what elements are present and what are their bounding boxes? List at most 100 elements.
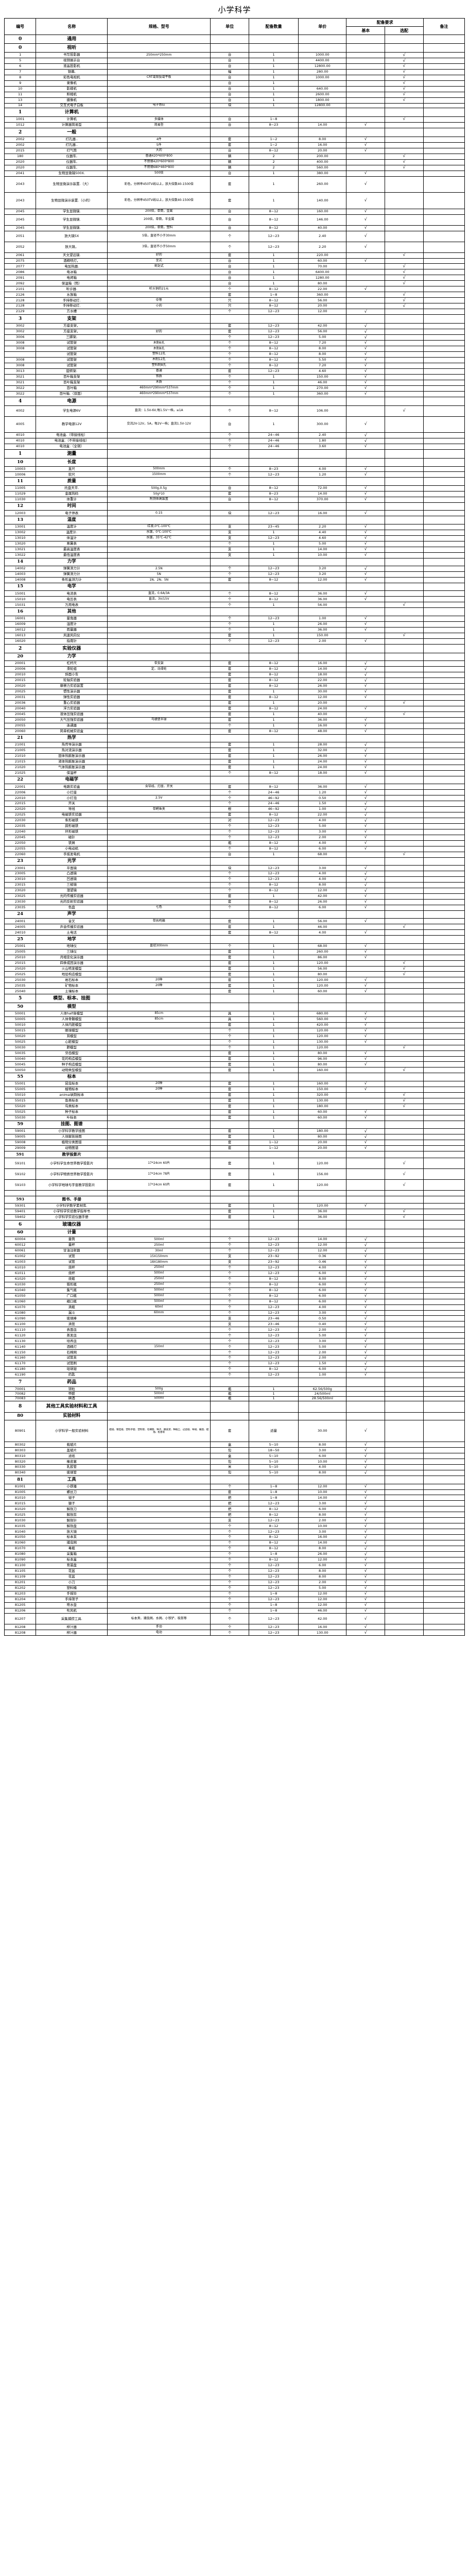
cell-optional-check[interactable]	[385, 1568, 424, 1574]
cell-optional-check[interactable]	[385, 840, 424, 846]
table-row[interactable]: 2075 酒精喷灯， 坐式台 1 60.00 √	[4, 258, 465, 264]
table-row[interactable]: 20055 连通器个 1 16.00 √	[4, 722, 465, 729]
cell-basic-check[interactable]: √	[346, 943, 386, 950]
table-row[interactable]: 20025 惯性演示器套 1 30.00 √	[4, 688, 465, 695]
table-row[interactable]: 22035 蹄形磁铁个 12~23 5.00 √	[4, 823, 465, 829]
cell-basic-check[interactable]	[346, 292, 386, 298]
cell-basic-check[interactable]: √	[346, 368, 386, 375]
table-row[interactable]: 16020 指南针个 12~23 2.00 √	[4, 638, 465, 645]
cell-basic-check[interactable]: √	[346, 345, 386, 352]
cell-basic-check[interactable]: √	[346, 142, 386, 148]
cell-basic-check[interactable]: √	[346, 170, 386, 177]
table-row[interactable]: 21001 热传导演示器套 1 28.00 √	[4, 742, 465, 748]
cell-basic-check[interactable]: √	[346, 1248, 386, 1254]
cell-basic-check[interactable]: √	[346, 823, 386, 829]
table-row[interactable]: 80340 玻璃管包 5~10 8.00 √	[4, 1470, 465, 1477]
cell-basic-check[interactable]: √	[346, 1310, 386, 1316]
cell-basic-check[interactable]	[346, 965, 386, 972]
cell-basic-check[interactable]: √	[346, 540, 386, 547]
cell-basic-check[interactable]: √	[346, 1464, 386, 1471]
cell-basic-check[interactable]: √	[346, 1086, 386, 1093]
cell-optional-check[interactable]	[385, 577, 424, 583]
cell-basic-check[interactable]: √	[346, 571, 386, 578]
cell-optional-check[interactable]: √	[385, 58, 424, 64]
table-row[interactable]: 21025 保温杯个 8~12 18.00 √	[4, 770, 465, 776]
table-row[interactable]: 14 交互式电子白板 电子感应块 1 12800.00	[4, 103, 465, 108]
cell-basic-check[interactable]: √	[346, 391, 386, 397]
table-row[interactable]: 81208 榨汁器 手动个 12~23 16.00 √	[4, 1624, 465, 1631]
table-row[interactable]: 59005 人体解剖挂图套 1 80.00 √	[4, 1134, 465, 1140]
cell-optional-check[interactable]	[385, 1310, 424, 1316]
table-row[interactable]: 2128 手持移动灯. 中等只 8~12 56.00 √	[4, 297, 465, 304]
cell-basic-check[interactable]: √	[346, 882, 386, 888]
cell-basic-check[interactable]: √	[346, 1366, 386, 1372]
cell-basic-check[interactable]	[346, 103, 386, 108]
cell-basic-check[interactable]: √	[346, 748, 386, 754]
table-row[interactable]: 80303 盖玻片包 18~50 3.00 √	[4, 1447, 465, 1454]
cell-optional-check[interactable]	[385, 176, 424, 193]
cell-optional-check[interactable]	[385, 1321, 424, 1328]
cell-optional-check[interactable]	[385, 1327, 424, 1333]
table-row[interactable]: 21020 气体热膨胀演示器套 1 24.00 √	[4, 764, 465, 771]
table-row[interactable]: 50025 心脏模型个 1 130.00 √	[4, 1039, 465, 1045]
table-row[interactable]: 3002 方座支架，套 12~23 42.00 √	[4, 323, 465, 330]
cell-basic-check[interactable]	[346, 1386, 386, 1392]
cell-optional-check[interactable]	[385, 241, 424, 253]
cell-optional-check[interactable]: √	[385, 97, 424, 104]
cell-basic-check[interactable]	[346, 632, 386, 639]
cell-basic-check[interactable]: √	[346, 490, 386, 497]
cell-basic-check[interactable]: √	[346, 677, 386, 684]
table-row[interactable]: 81109 花盆个 12~23 8.00 √	[4, 1573, 465, 1580]
table-row[interactable]: 23030 光的反射实验器套 8~12 26.00 √	[4, 899, 465, 905]
table-row[interactable]: 61110 表面皿个 12~23 2.00 √	[4, 1327, 465, 1333]
cell-optional-check[interactable]	[385, 717, 424, 723]
cell-basic-check[interactable]: √	[346, 1613, 386, 1625]
cell-optional-check[interactable]	[385, 535, 424, 541]
cell-optional-check[interactable]	[385, 1248, 424, 1254]
cell-basic-check[interactable]	[346, 58, 386, 64]
cell-basic-check[interactable]: √	[346, 1264, 386, 1271]
cell-basic-check[interactable]: √	[346, 1495, 386, 1501]
cell-optional-check[interactable]	[385, 1338, 424, 1345]
cell-optional-check[interactable]: √	[385, 91, 424, 98]
cell-optional-check[interactable]	[385, 122, 424, 128]
cell-basic-check[interactable]: √	[346, 801, 386, 807]
cell-optional-check[interactable]	[385, 748, 424, 754]
table-row[interactable]: 2126 水族箱套 1~8 360.00 √	[4, 292, 465, 298]
cell-basic-check[interactable]: √	[346, 1453, 386, 1460]
cell-basic-check[interactable]: √	[346, 818, 386, 824]
cell-optional-check[interactable]	[385, 225, 424, 231]
cell-basic-check[interactable]: √	[346, 1236, 386, 1243]
table-row[interactable]: 2077 电加热器. 密封式台 1 70.00 √	[4, 263, 465, 270]
cell-basic-check[interactable]: √	[346, 1459, 386, 1465]
table-row[interactable]: 81204 手持筛子个 12~23 12.00 √	[4, 1596, 465, 1603]
cell-optional-check[interactable]	[385, 1236, 424, 1243]
cell-basic-check[interactable]: √	[346, 147, 386, 154]
cell-optional-check[interactable]	[385, 929, 424, 936]
cell-optional-check[interactable]	[385, 789, 424, 796]
cell-optional-check[interactable]	[385, 471, 424, 478]
table-row[interactable]: 1 书写投影器 250mm*250mm 台 1 1000.00 √	[4, 52, 465, 59]
cell-basic-check[interactable]: √	[346, 241, 386, 253]
cell-basic-check[interactable]: √	[346, 1556, 386, 1563]
table-row[interactable]: 61160 试管夹个 12~23 2.00 √	[4, 1355, 465, 1362]
cell-optional-check[interactable]	[385, 1259, 424, 1265]
table-row[interactable]: 61050 广口瓶 500ml 个 8~12 6.00 √	[4, 1293, 465, 1299]
table-row[interactable]: 2051 放大镜5X 5倍，直径不小于30mm 个 12~23 2.40 √	[4, 230, 465, 242]
table-row[interactable]: 25015 四季成因演示器套 1 120.00 √	[4, 960, 465, 967]
cell-optional-check[interactable]	[385, 443, 424, 450]
cell-basic-check[interactable]: √	[346, 977, 386, 984]
cell-basic-check[interactable]: √	[346, 466, 386, 472]
cell-basic-check[interactable]: √	[346, 758, 386, 765]
cell-basic-check[interactable]	[346, 1103, 386, 1110]
table-row[interactable]: 81025 解剖剪把 8~12 8.00 √	[4, 1512, 465, 1518]
cell-basic-check[interactable]	[346, 851, 386, 858]
cell-optional-check[interactable]	[385, 1361, 424, 1367]
table-row[interactable]: 20045 液体压强实验器套 1 40.00 √	[4, 711, 465, 718]
cell-optional-check[interactable]	[385, 1145, 424, 1151]
cell-basic-check[interactable]: √	[346, 485, 386, 492]
cell-basic-check[interactable]: √	[346, 728, 386, 735]
cell-optional-check[interactable]	[385, 954, 424, 961]
table-row[interactable]: 13021 最高温度表支 1 14.00 √	[4, 546, 465, 553]
table-row[interactable]: 61010 烧杯 250ml 个 12~23 4.00 √	[4, 1264, 465, 1271]
